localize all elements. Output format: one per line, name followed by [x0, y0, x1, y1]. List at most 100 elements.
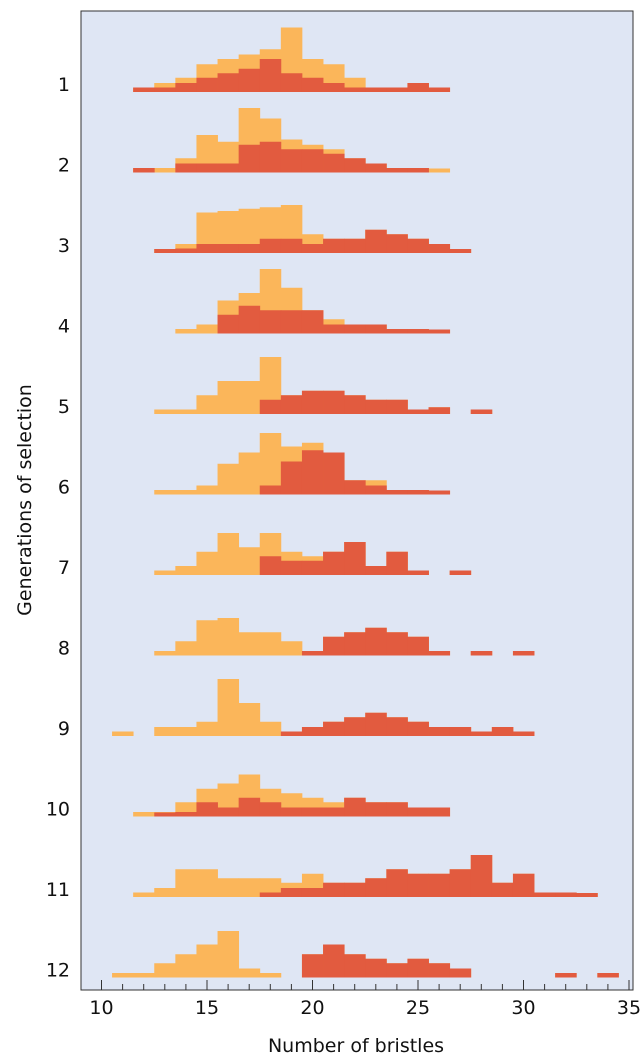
- red-bar: [386, 869, 408, 897]
- red-bar: [238, 305, 261, 334]
- red-bar: [428, 244, 451, 253]
- red-bar: [365, 712, 387, 736]
- red-bar: [512, 651, 535, 656]
- generation-label: 1: [58, 74, 70, 96]
- orange-bar: [259, 433, 282, 495]
- plot-background: [80, 10, 634, 991]
- orange-bar: [154, 168, 176, 173]
- red-bar: [196, 802, 218, 817]
- red-bar: [344, 797, 366, 817]
- orange-bar: [133, 812, 155, 817]
- red-bar: [365, 802, 387, 817]
- red-bar: [196, 77, 218, 92]
- red-bar: [470, 731, 493, 736]
- red-bar: [365, 399, 387, 414]
- red-bar: [386, 168, 408, 173]
- orange-bar: [217, 533, 240, 575]
- red-bar: [512, 731, 535, 736]
- red-bar: [280, 731, 303, 736]
- red-bar: [407, 168, 429, 173]
- red-bar: [217, 163, 240, 173]
- orange-bar: [196, 135, 218, 173]
- orange-bar: [175, 869, 197, 897]
- y-axis-title: Generations of selection: [14, 384, 36, 616]
- red-bar: [280, 73, 303, 92]
- generation-histogram: [112, 679, 535, 736]
- orange-bar: [175, 329, 197, 334]
- orange-bar: [238, 452, 261, 495]
- orange-bar: [238, 547, 261, 575]
- red-bar: [470, 409, 493, 414]
- x-tick-label: 15: [195, 997, 219, 1019]
- red-bar: [428, 963, 451, 978]
- orange-bar: [217, 211, 240, 253]
- orange-bar: [280, 641, 303, 656]
- x-axis: 10 15 20 25 30 35: [89, 980, 641, 1019]
- red-bar: [597, 973, 619, 978]
- red-bar: [301, 390, 324, 414]
- generation-label: 7: [58, 557, 70, 579]
- red-bar: [344, 324, 366, 334]
- red-bar: [407, 721, 429, 736]
- orange-bar: [154, 570, 176, 575]
- red-bar: [555, 892, 577, 897]
- x-axis-title: Number of bristles: [268, 1035, 444, 1057]
- orange-bar: [196, 485, 218, 495]
- red-bar: [386, 234, 408, 253]
- orange-bar: [175, 409, 197, 414]
- red-bar: [323, 452, 345, 495]
- red-bar: [259, 802, 282, 817]
- red-bar: [470, 651, 493, 656]
- red-bar: [449, 570, 472, 575]
- orange-bar: [175, 641, 197, 656]
- orange-bar: [154, 490, 176, 495]
- red-bar: [301, 954, 324, 978]
- red-bar: [344, 954, 366, 978]
- generation-histogram: [133, 27, 451, 92]
- red-bar: [344, 158, 366, 173]
- red-bar: [323, 636, 345, 656]
- red-bar: [365, 566, 387, 575]
- red-bar: [449, 869, 472, 897]
- red-bar: [449, 727, 472, 736]
- red-bar: [280, 149, 303, 173]
- red-bar: [133, 87, 155, 92]
- orange-bar: [217, 931, 240, 978]
- generation-label: 5: [58, 396, 70, 418]
- orange-bar: [175, 727, 197, 736]
- generation-label: 10: [46, 799, 70, 821]
- red-bar: [301, 149, 324, 173]
- red-bar: [386, 632, 408, 656]
- red-bar: [428, 651, 451, 656]
- red-bar: [344, 480, 366, 495]
- red-bar: [344, 882, 366, 897]
- generation-label: 9: [58, 718, 70, 740]
- orange-bar: [238, 703, 261, 736]
- orange-bar: [133, 973, 155, 978]
- red-bar: [196, 163, 218, 173]
- x-tick-label: 35: [617, 997, 641, 1019]
- red-bar: [491, 727, 514, 736]
- red-bar: [280, 461, 303, 495]
- red-bar: [323, 324, 345, 334]
- generation-label: 8: [58, 638, 70, 660]
- generation-label: 4: [58, 316, 70, 338]
- red-bar: [428, 87, 451, 92]
- generation-histogram: [133, 774, 451, 817]
- red-bar: [323, 807, 345, 817]
- red-bar: [259, 238, 282, 253]
- red-bar: [280, 807, 303, 817]
- orange-bar: [238, 381, 261, 414]
- x-tick-label: 25: [406, 997, 430, 1019]
- red-bar: [217, 244, 240, 253]
- orange-bar: [196, 944, 218, 978]
- red-bar: [217, 314, 240, 334]
- red-bar: [386, 717, 408, 736]
- histogram-bars: [112, 27, 619, 978]
- orange-bar: [217, 618, 240, 656]
- red-bar: [323, 551, 345, 575]
- red-bar: [386, 399, 408, 414]
- orange-bar: [175, 490, 197, 495]
- red-bar: [238, 797, 261, 817]
